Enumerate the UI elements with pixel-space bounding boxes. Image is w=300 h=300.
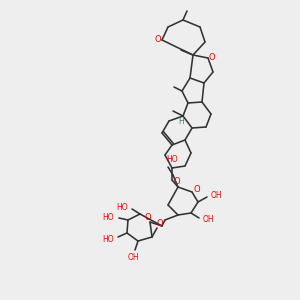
Text: OH: OH [127, 254, 139, 262]
Text: OH: OH [202, 215, 214, 224]
Text: H: H [178, 116, 184, 125]
Text: O: O [174, 178, 180, 187]
Text: O: O [145, 212, 151, 221]
Text: O: O [155, 35, 161, 44]
Text: HO: HO [102, 235, 114, 244]
Text: HO: HO [166, 155, 178, 164]
Text: OH: OH [210, 190, 222, 200]
Text: HO: HO [116, 202, 128, 211]
Text: O: O [209, 52, 215, 62]
Text: HO: HO [102, 212, 114, 221]
Text: O: O [157, 220, 163, 229]
Text: O: O [194, 185, 200, 194]
